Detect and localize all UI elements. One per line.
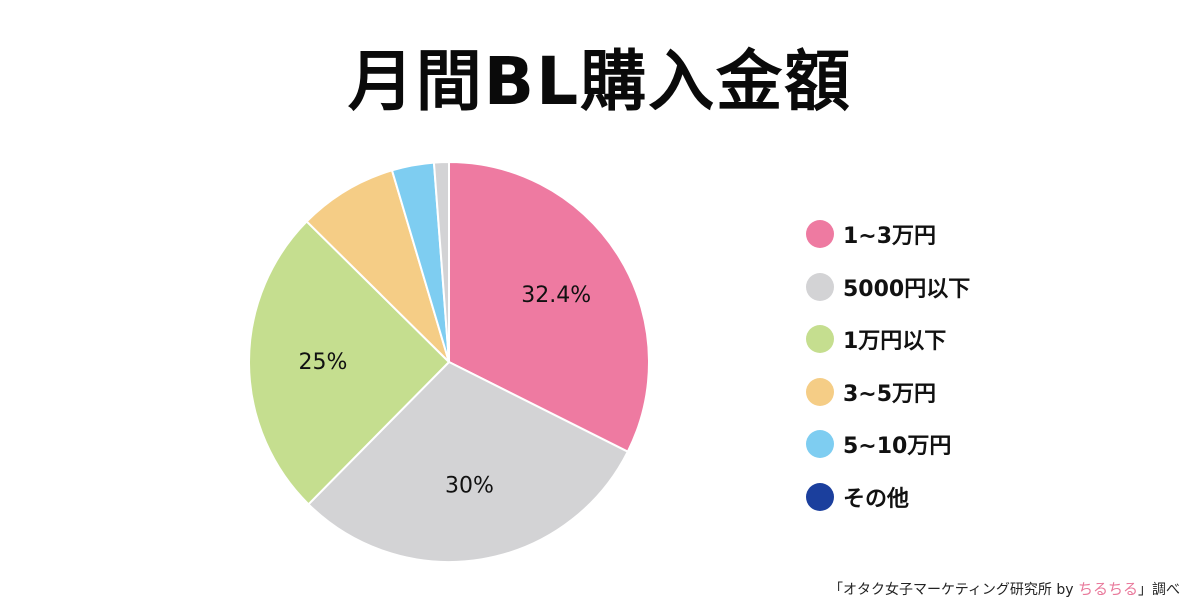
- legend-item: その他: [806, 471, 970, 524]
- legend-item: 1万円以下: [806, 313, 970, 366]
- pie-data-label: 32.4%: [521, 283, 591, 308]
- legend-label: その他: [843, 486, 910, 512]
- legend-swatch: [806, 430, 834, 459]
- legend-swatch: [806, 377, 834, 406]
- credit-brand-logo: ちるちる: [1077, 580, 1138, 598]
- chart-title: 月間BL購入金額: [347, 43, 853, 120]
- pie-slice-1-3万円: [448, 160, 650, 454]
- credit-suffix: 」調べ: [1138, 582, 1180, 598]
- legend-swatch: [806, 325, 834, 354]
- legend-swatch: [806, 482, 834, 511]
- legend-label: 3~5万円: [843, 381, 937, 407]
- source-credit: 「オタク女子マーケティング研究所 by ちるちる」調べ: [829, 578, 1180, 599]
- legend-item: 5000円以下: [806, 261, 970, 314]
- pie-slice-5000円以下: [307, 360, 630, 563]
- legend-label: 1万円以下: [843, 329, 947, 355]
- legend-label: 5000円以下: [843, 276, 971, 302]
- legend-swatch: [806, 272, 834, 301]
- legend-swatch: [806, 220, 834, 249]
- pie-data-label: 30%: [445, 473, 494, 498]
- pie-slices: [248, 160, 650, 563]
- legend-item: 1~3万円: [806, 208, 970, 261]
- legend: 1~3万円 5000円以下 1万円以下 3~5万円 5~10万円 その他: [806, 208, 970, 523]
- legend-label: 5~10万円: [843, 434, 952, 460]
- pie-slice-その他: [432, 160, 450, 363]
- legend-label: 1~3万円: [843, 224, 937, 250]
- credit-prefix: 「オタク女子マーケティング研究所 by: [829, 582, 1078, 598]
- pie-slice-1万円以下: [248, 220, 451, 506]
- legend-item: 5~10万円: [806, 418, 970, 471]
- legend-item: 3~5万円: [806, 366, 970, 419]
- pie-data-labels: 32.4% 30% 25%: [299, 283, 592, 498]
- pie-slice-3-5万円: [305, 169, 450, 363]
- pie-data-label: 25%: [299, 350, 348, 375]
